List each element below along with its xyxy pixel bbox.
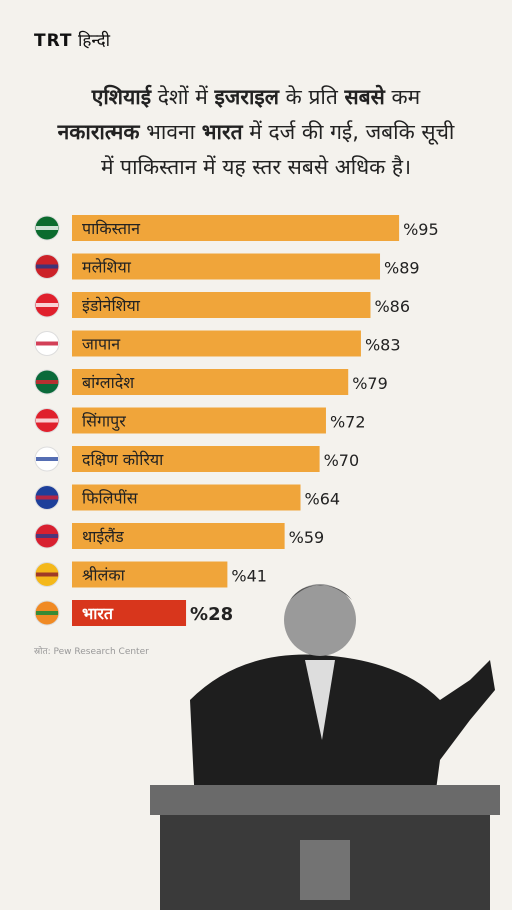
value-label: %64: [305, 490, 341, 509]
flag-stripe: [36, 457, 58, 461]
category-label: बांग्लादेश: [82, 373, 135, 392]
title-segment: भावना: [139, 120, 202, 144]
value-label: %86: [374, 297, 410, 316]
title-segment: इजराइल: [214, 85, 279, 109]
title-line: में पाकिस्तान में यह स्तर सबसे अधिक है।: [20, 150, 492, 185]
category-label: पाकिस्तान: [82, 219, 141, 238]
value-label: %28: [190, 604, 233, 625]
flag-stripe: [36, 611, 58, 615]
bar: [72, 330, 361, 357]
value-label: %83: [365, 336, 401, 355]
category-label: जापान: [82, 335, 121, 354]
logo-edition: हिन्दी: [77, 31, 111, 51]
bar: [72, 253, 381, 280]
flag-stripe: [36, 226, 58, 230]
value-label: %41: [231, 567, 267, 586]
bar: [72, 407, 326, 434]
title-line: एशियाई देशों में इजराइल के प्रति सबसे कम: [20, 80, 492, 115]
title-segment: भारत: [201, 120, 243, 144]
title-segment: नकारात्मक: [57, 120, 140, 144]
value-label: %89: [384, 259, 420, 278]
category-label: सिंगापुर: [82, 412, 126, 432]
flag-stripe: [36, 264, 58, 269]
value-label: %59: [289, 528, 325, 547]
category-label: श्रीलंका: [82, 566, 126, 585]
title-segment: कम: [384, 85, 421, 109]
value-label: %95: [403, 220, 439, 239]
logo-brand: TRT: [34, 31, 73, 51]
flag-stripe: [36, 418, 58, 423]
photo: [150, 584, 500, 910]
title-line: नकारात्मक भावना भारत में दर्ज की गई, जबक…: [20, 115, 492, 150]
value-label: %79: [352, 374, 388, 393]
bar: [72, 523, 285, 549]
value-label: %72: [330, 413, 366, 432]
logo: TRT हिन्दी: [34, 28, 110, 51]
value-label: %70: [324, 451, 360, 470]
flag-stripe: [36, 303, 58, 307]
flag-stripe: [36, 534, 58, 538]
category-label: मलेशिया: [82, 258, 132, 277]
title-segment: देशों में: [151, 85, 215, 109]
title: एशियाई देशों में इजराइल के प्रति सबसे कम…: [20, 80, 492, 185]
bar: [72, 446, 320, 472]
title-segment: सबसे: [344, 85, 385, 109]
flag-stripe: [36, 495, 58, 500]
category-label: दक्षिण कोरिया: [82, 450, 164, 469]
title-segment: के प्रति: [278, 85, 345, 109]
title-segment: में पाकिस्तान में यह स्तर सबसे अधिक है।: [100, 155, 412, 179]
flag-stripe: [36, 341, 58, 346]
category-label: फिलिपींस: [82, 489, 139, 508]
category-label: थाईलैंड: [82, 527, 124, 546]
flag-stripe: [36, 572, 58, 577]
bar: [72, 600, 187, 626]
flag-stripe: [36, 380, 58, 384]
title-segment: में दर्ज की गई, जबकि सूची: [242, 120, 455, 144]
category-label: भारत: [82, 604, 114, 623]
source: स्रोत: Pew Research Center: [34, 645, 149, 657]
bar: [72, 484, 301, 511]
bar: [72, 561, 228, 588]
bar: [72, 215, 400, 241]
bar: [72, 369, 349, 395]
category-label: इंडोनेशिया: [82, 296, 141, 315]
title-segment: एशियाई: [91, 85, 152, 109]
bar: [72, 292, 371, 318]
